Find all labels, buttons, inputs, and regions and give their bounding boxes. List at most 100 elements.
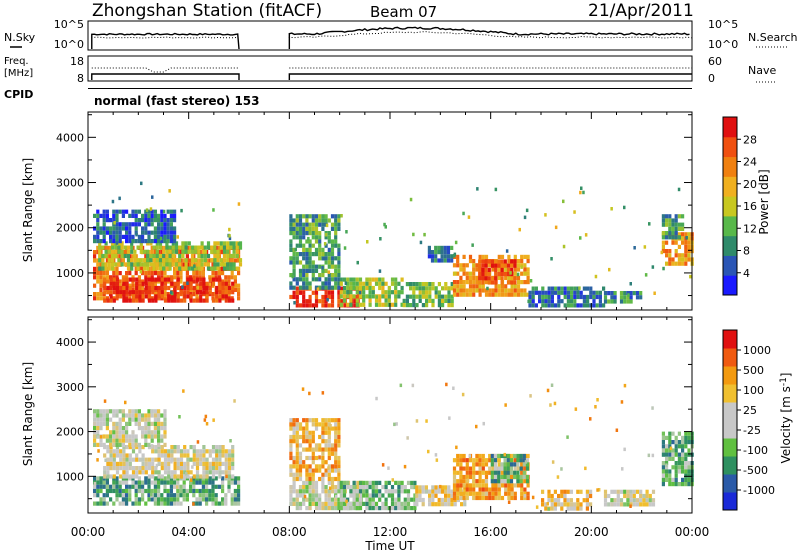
heatmap-cell xyxy=(305,231,309,236)
heatmap-cell xyxy=(325,223,329,228)
heatmap-cell xyxy=(431,493,435,498)
colorbar-tick-label: -25 xyxy=(743,424,761,437)
heatmap-cell xyxy=(592,294,596,300)
heatmap-cell xyxy=(478,280,482,285)
heatmap-cell xyxy=(221,279,225,284)
heatmap-cell xyxy=(134,271,138,276)
heatmap-cell xyxy=(687,431,691,436)
heatmap-cell xyxy=(115,434,119,439)
heatmap-cell xyxy=(295,286,299,291)
heatmap-cell xyxy=(684,482,688,487)
heatmap-cell xyxy=(115,488,119,494)
heatmap-cell xyxy=(141,480,145,485)
heatmap-cell xyxy=(298,226,303,231)
velocity-heatmap xyxy=(93,382,694,511)
heatmap-cell xyxy=(468,458,473,463)
velocity-cbar-label: Velocity [m s-1] xyxy=(779,373,793,464)
heatmap-cell xyxy=(192,461,196,466)
heatmap-cell xyxy=(134,409,138,414)
heatmap-cell xyxy=(344,281,348,285)
heatmap-cell xyxy=(339,277,343,282)
heatmap-cell xyxy=(231,461,235,466)
heatmap-cell xyxy=(560,489,564,494)
heatmap-cell xyxy=(531,286,535,291)
heatmap-cell xyxy=(150,434,154,439)
heatmap-cell xyxy=(105,480,109,485)
heatmap-cell xyxy=(349,501,353,506)
heatmap-cell xyxy=(327,472,331,477)
heatmap-cell xyxy=(610,299,614,304)
heatmap-cell xyxy=(478,272,482,277)
heatmap-cell xyxy=(468,284,473,289)
heatmap-cell xyxy=(549,403,552,407)
heatmap-cell xyxy=(131,430,135,435)
heatmap-cell xyxy=(157,426,161,431)
heatmap-cell xyxy=(668,473,672,478)
heatmap-cell xyxy=(232,266,236,271)
heatmap-cell xyxy=(494,280,498,285)
heatmap-cell xyxy=(430,254,435,259)
heatmap-cell xyxy=(321,303,325,308)
heatmap-cell xyxy=(110,253,115,259)
heatmap-cell xyxy=(109,239,113,244)
heatmap-cell xyxy=(125,271,129,276)
heatmap-cell xyxy=(295,303,299,308)
heatmap-cell xyxy=(358,480,363,485)
heatmap-cell xyxy=(221,266,225,271)
heatmap-cell xyxy=(141,434,145,439)
heatmap-cell xyxy=(400,277,404,282)
heatmap-cell xyxy=(349,489,353,494)
heatmap-cell xyxy=(130,266,134,271)
heatmap-cell xyxy=(362,290,366,295)
heatmap-cell xyxy=(160,275,164,280)
heatmap-cell xyxy=(566,303,570,308)
heatmap-cell xyxy=(106,474,110,479)
heatmap-cell xyxy=(195,470,200,475)
heatmap-cell xyxy=(358,485,363,490)
heatmap-cell xyxy=(112,298,116,303)
heatmap-cell xyxy=(528,294,532,300)
heatmap-cell xyxy=(472,487,476,492)
heatmap-cell xyxy=(224,501,228,506)
heatmap-cell xyxy=(298,268,303,273)
heatmap-cell xyxy=(178,253,182,259)
heatmap-cell xyxy=(160,413,164,418)
heatmap-cell xyxy=(437,303,441,308)
heatmap-cell xyxy=(202,290,206,295)
heatmap-cell xyxy=(121,488,125,494)
heatmap-cell xyxy=(661,435,665,440)
heatmap-cell xyxy=(465,487,469,492)
heatmap-cell xyxy=(493,453,498,459)
heatmap-cell xyxy=(324,277,328,282)
heatmap-cell xyxy=(305,218,309,223)
heatmap-cell xyxy=(118,196,121,201)
heatmap-cell xyxy=(497,263,501,268)
heatmap-cell xyxy=(185,472,188,476)
heatmap-cell xyxy=(104,266,108,271)
heatmap-cell xyxy=(192,457,196,462)
heatmap-cell xyxy=(327,294,331,300)
heatmap-cell xyxy=(302,264,306,269)
heatmap-cell xyxy=(128,290,132,295)
heatmap-cell xyxy=(162,253,166,259)
heatmap-cell xyxy=(481,495,485,501)
heatmap-cell xyxy=(478,276,482,281)
heatmap-cell xyxy=(522,462,526,467)
heatmap-cell xyxy=(182,262,186,267)
heatmap-cell xyxy=(115,294,120,299)
heatmap-cell xyxy=(197,245,201,250)
heatmap-cell xyxy=(547,498,551,503)
heatmap-cell xyxy=(106,466,110,471)
colorbar-segment xyxy=(723,420,737,439)
colorbar-segment xyxy=(723,215,737,237)
heatmap-cell xyxy=(668,482,672,487)
heatmap-cell xyxy=(203,249,207,254)
heatmap-cell xyxy=(119,474,123,479)
heatmap-cell xyxy=(226,245,229,250)
heatmap-cell xyxy=(615,428,619,432)
heatmap-cell xyxy=(500,276,504,281)
heatmap-cell xyxy=(478,263,482,268)
heatmap-cell xyxy=(677,261,681,266)
heatmap-cell xyxy=(550,290,554,295)
heatmap-cell xyxy=(324,260,328,265)
